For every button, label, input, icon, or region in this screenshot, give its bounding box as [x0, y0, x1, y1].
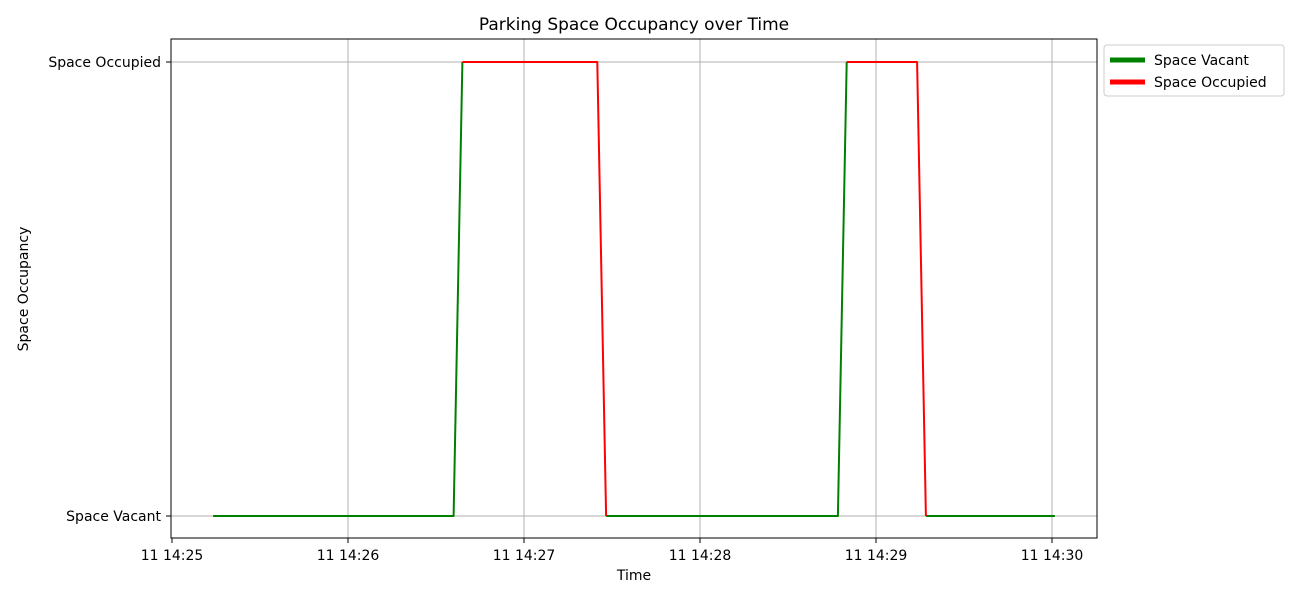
series-line-space-vacant — [606, 61, 848, 517]
legend: Space Vacant Space Occupied — [1103, 44, 1285, 97]
x-axis-label: Time — [616, 568, 651, 584]
legend-box — [1103, 44, 1285, 97]
legend-label-space-occupied: Space Occupied — [1154, 75, 1267, 91]
series-line-space-vacant — [213, 61, 464, 517]
grid — [171, 39, 1097, 538]
y-axis-label: Space Occupancy — [16, 227, 32, 352]
y-tick-label: Space Occupied — [48, 55, 161, 71]
legend-label-space-vacant: Space Vacant — [1154, 53, 1249, 69]
series-line-space-occupied — [462, 61, 608, 517]
y-tick-label: Space Vacant — [66, 509, 161, 525]
x-tick-label: 11 14:28 — [669, 548, 732, 564]
x-tick-label: 11 14:26 — [317, 548, 380, 564]
x-tick-label: 11 14:25 — [141, 548, 204, 564]
series-lines — [213, 61, 1055, 517]
plot-frame — [170, 38, 1098, 539]
x-tick-label: 11 14:30 — [1021, 548, 1084, 564]
series-line-space-occupied — [846, 61, 927, 517]
axis-ticks: 11 14:25 11 14:26 11 14:27 11 14:28 11 14:29… — [48, 55, 1083, 564]
chart-title: Parking Space Occupancy over Time — [479, 15, 789, 35]
x-tick-label: 11 14:27 — [493, 548, 556, 564]
x-tick-label: 11 14:29 — [845, 548, 908, 564]
